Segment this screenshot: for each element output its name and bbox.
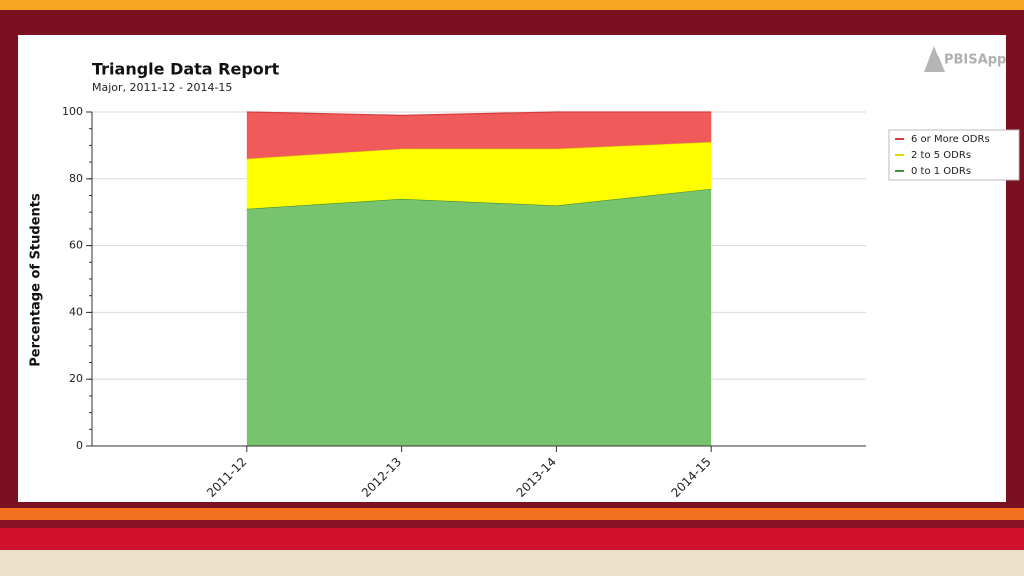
legend-label: 2 to 5 ODRs bbox=[911, 150, 971, 161]
chart: Triangle Data Report Major, 2011-12 - 20… bbox=[29, 60, 280, 367]
y-axis-label: Percentage of Students bbox=[29, 193, 44, 367]
logo-icon bbox=[924, 46, 945, 72]
chart-subtitle: Major, 2011-12 - 2014-15 bbox=[92, 81, 232, 94]
stripe-orange bbox=[0, 508, 1024, 520]
stripe-beige bbox=[0, 550, 1024, 576]
area bbox=[246, 188, 712, 446]
y-tick-label: 0 bbox=[76, 439, 83, 452]
legend-label: 6 or More ODRs bbox=[911, 134, 990, 145]
y-tick-label: 20 bbox=[69, 372, 83, 385]
y-tick-label: 80 bbox=[69, 172, 83, 185]
top-stripe bbox=[0, 0, 1024, 10]
legend-box bbox=[888, 129, 1020, 181]
stripe-maroon bbox=[0, 520, 1024, 528]
y-tick-label: 40 bbox=[69, 305, 83, 318]
chart-title: Triangle Data Report bbox=[92, 60, 280, 79]
area-edge bbox=[246, 111, 712, 116]
y-tick-label: 100 bbox=[62, 105, 83, 118]
logo: PBISApps bbox=[924, 46, 1014, 72]
legend-label: 0 to 1 ODRs bbox=[911, 166, 971, 177]
stripe-red bbox=[0, 528, 1024, 550]
area bbox=[246, 142, 712, 209]
logo-text: PBISApps bbox=[944, 53, 1014, 68]
y-tick-label: 60 bbox=[69, 239, 83, 252]
area bbox=[246, 112, 712, 159]
